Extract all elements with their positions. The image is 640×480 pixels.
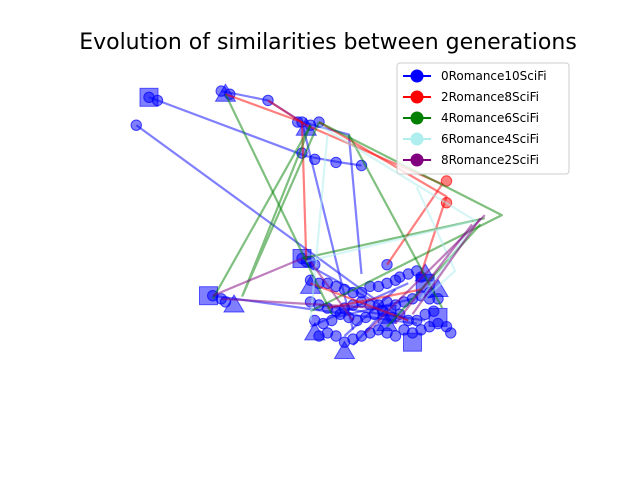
series-line — [310, 121, 503, 313]
plot-area — [130, 83, 503, 359]
legend-marker — [410, 153, 424, 167]
series-line — [318, 124, 478, 300]
series-line — [347, 133, 444, 309]
legend-entry: 0Romance10SciFi — [403, 69, 547, 83]
data-point — [330, 156, 342, 169]
legend-entry: 2Romance8SciFi — [403, 90, 539, 104]
legend-entry: 6Romance4SciFi — [403, 132, 539, 146]
series-line — [411, 217, 482, 315]
series-line — [309, 260, 354, 322]
series-line — [415, 186, 457, 303]
series-line — [211, 124, 312, 300]
data-point — [411, 314, 423, 327]
series-8Romance2SciFi — [212, 214, 486, 334]
legend-label: 0Romance10SciFi — [441, 69, 547, 83]
legend-entry: 8Romance2SciFi — [403, 153, 539, 167]
series-line — [221, 297, 379, 310]
legend-marker — [410, 69, 424, 83]
series-line — [365, 214, 486, 334]
legend-marker — [410, 90, 424, 104]
legend-label: 2Romance8SciFi — [441, 90, 539, 104]
data-point — [389, 330, 402, 342]
data-point-triangle — [333, 340, 356, 359]
chart-title: Evolution of similarities between genera… — [79, 30, 577, 55]
data-point — [130, 119, 142, 131]
legend-label: 4Romance6SciFi — [441, 111, 539, 125]
legend: 0Romance10SciFi 2Romance8SciFi 4Romance6Sc… — [396, 62, 570, 175]
series-line — [241, 121, 321, 297]
data-point — [151, 94, 164, 107]
legend-label: 6Romance4SciFi — [441, 132, 539, 146]
data-point — [428, 305, 440, 317]
series-line — [306, 220, 473, 263]
data-point — [215, 85, 227, 97]
legend-entry: 4Romance6SciFi — [403, 111, 539, 125]
data-point — [309, 153, 321, 166]
legend-marker — [410, 132, 424, 146]
legend-marker — [410, 111, 424, 125]
series-6Romance4SciFi — [306, 124, 478, 321]
series-line — [309, 134, 329, 321]
series-line — [135, 124, 380, 303]
data-point — [326, 314, 338, 327]
series-line — [225, 93, 303, 124]
legend-label: 8Romance2SciFi — [441, 153, 539, 167]
data-point — [445, 327, 457, 339]
series-line — [212, 257, 303, 297]
series-line — [318, 121, 448, 275]
legend-frame — [396, 62, 570, 175]
data-point — [330, 330, 342, 342]
